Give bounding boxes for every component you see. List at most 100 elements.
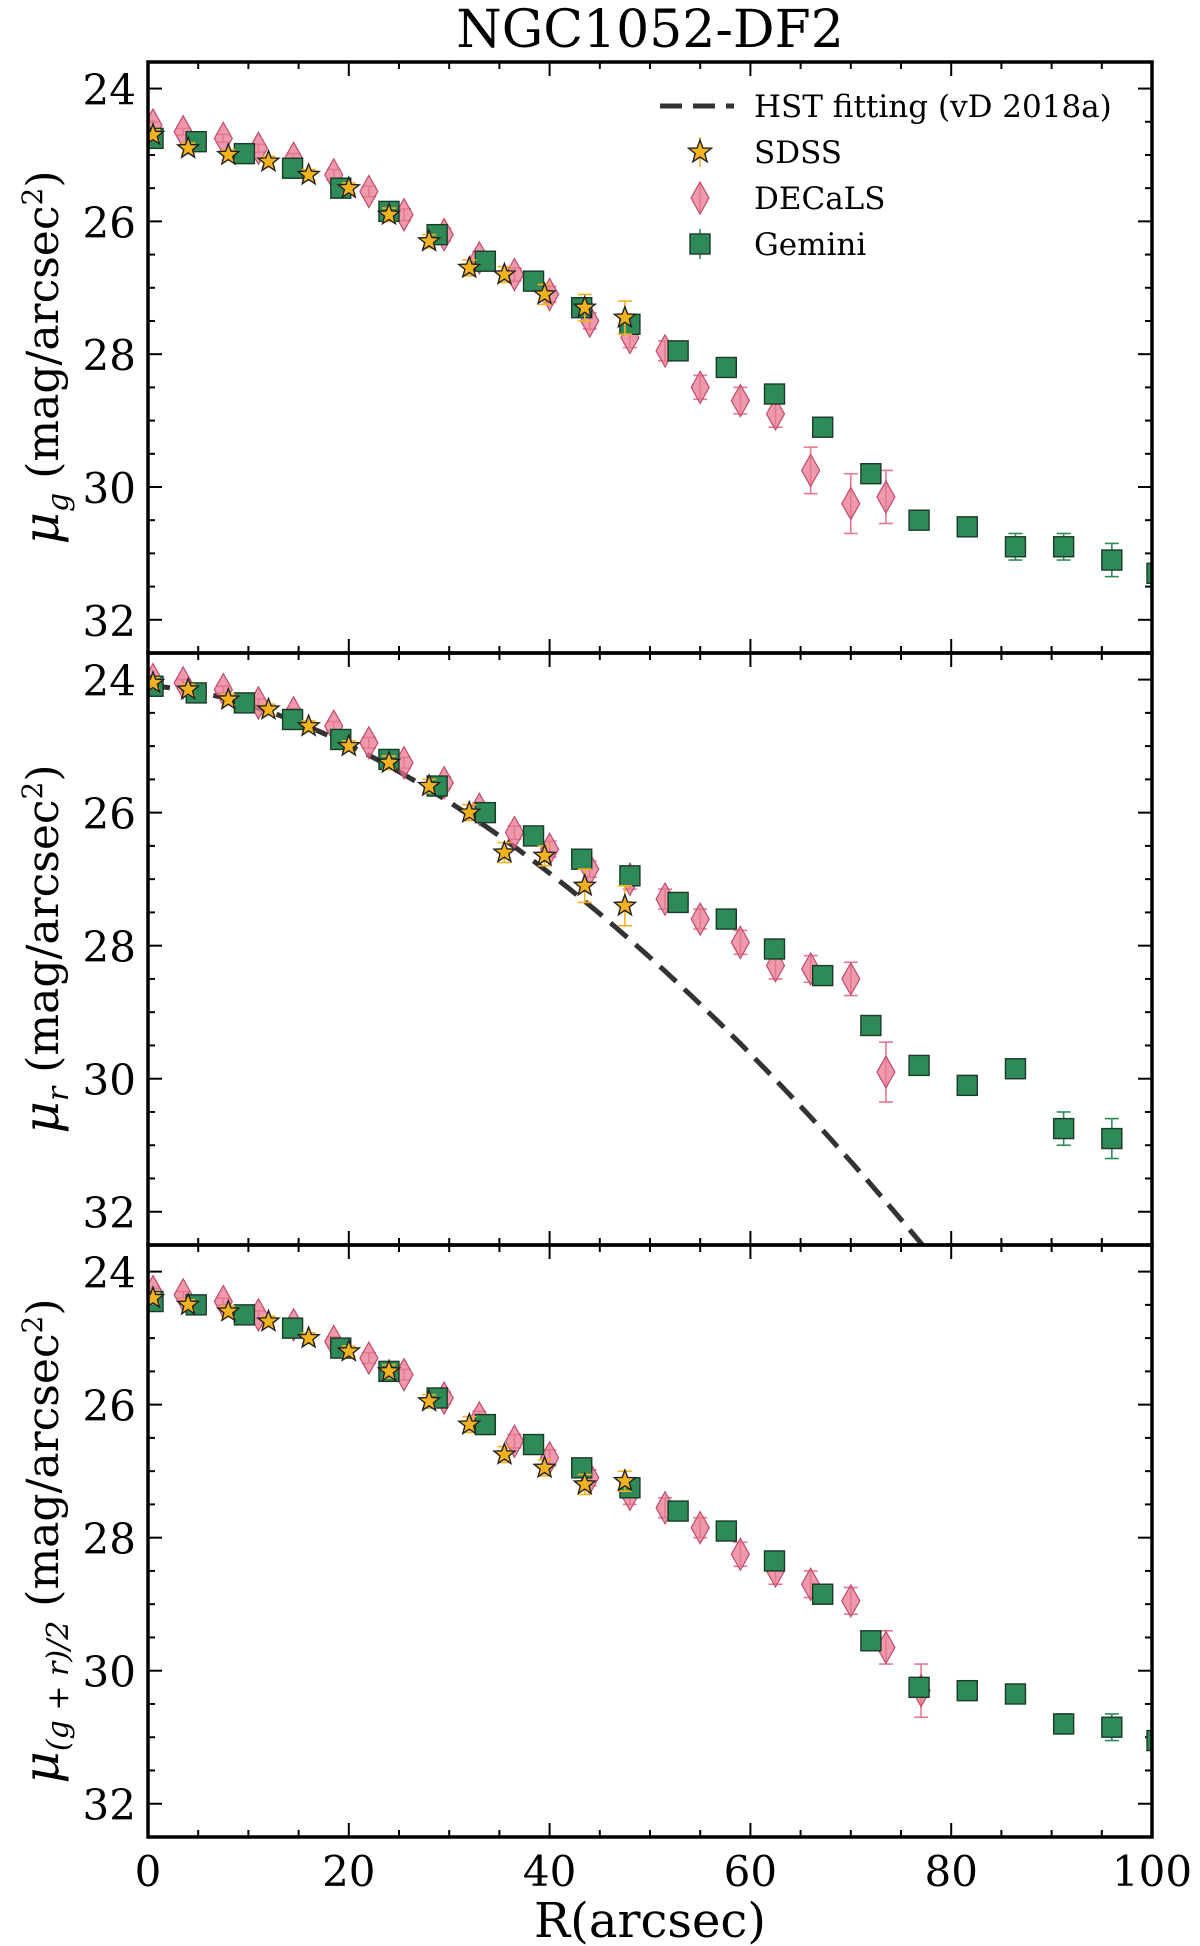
panel-r-band: 24 26 28 30 32 μr (mag/arcsec2) bbox=[12, 651, 1154, 1247]
gemini-point bbox=[233, 142, 256, 165]
y-label-sup: 2 bbox=[16, 782, 49, 800]
sdss-point bbox=[612, 1468, 638, 1492]
legend-label: SDSS bbox=[754, 135, 842, 171]
gemini-point bbox=[763, 1550, 786, 1572]
y-label-mu: μ bbox=[12, 1751, 70, 1784]
gemini-point bbox=[522, 270, 545, 292]
legend-label: HST fitting (vD 2018a) bbox=[754, 89, 1112, 125]
sdss-point bbox=[612, 892, 638, 917]
gemini-point bbox=[908, 1054, 930, 1077]
y-tick-label: 30 bbox=[83, 1648, 136, 1697]
y-label-sup: 2 bbox=[16, 1316, 49, 1334]
y-label-unit: (mag/arcsec bbox=[18, 206, 69, 493]
x-tick-label: 20 bbox=[322, 1847, 375, 1896]
sdss-point bbox=[215, 1298, 241, 1323]
sdss-point bbox=[456, 799, 482, 824]
y-tick-label: 24 bbox=[83, 1249, 136, 1298]
chart-title: NGC1052-DF2 bbox=[456, 0, 844, 60]
sdss-point bbox=[256, 1308, 281, 1333]
gemini-point bbox=[1052, 1117, 1075, 1140]
y-tick-label: 32 bbox=[83, 1781, 136, 1830]
legend-gemini-marker bbox=[689, 233, 711, 255]
gemini-point bbox=[522, 825, 545, 847]
decals-point bbox=[800, 453, 821, 488]
gemini-point bbox=[281, 708, 304, 731]
gemini-point bbox=[811, 964, 834, 987]
gemini-point bbox=[811, 416, 834, 438]
decals-point bbox=[690, 901, 710, 937]
gemini-point bbox=[908, 1676, 930, 1699]
sdss-point bbox=[148, 1285, 166, 1309]
decals-point bbox=[359, 725, 379, 761]
gemini-point bbox=[1004, 1058, 1027, 1080]
sdss-point bbox=[492, 1441, 517, 1466]
panel-g-band: 24 26 28 30 32 μg (mag/arcsec2) bbox=[12, 60, 1154, 655]
gemini-point bbox=[860, 463, 882, 485]
decals-point bbox=[876, 1054, 896, 1090]
gemini-point bbox=[811, 1583, 834, 1605]
gemini-point bbox=[1004, 536, 1027, 558]
sdss-point bbox=[148, 669, 166, 694]
legend-label: Gemini bbox=[754, 227, 866, 263]
sdss-point bbox=[296, 161, 321, 186]
panel-data bbox=[148, 107, 1152, 595]
gemini-point bbox=[956, 516, 978, 538]
sdss-point bbox=[456, 1411, 482, 1436]
y-tick-label: 28 bbox=[83, 1515, 136, 1564]
sdss-point bbox=[256, 148, 281, 173]
gemini-point bbox=[1052, 1713, 1075, 1735]
gemini-point bbox=[956, 1074, 978, 1097]
sdss-point bbox=[416, 772, 442, 797]
decals-point bbox=[730, 925, 751, 960]
decals-point bbox=[504, 1424, 525, 1459]
panel-frame bbox=[146, 1243, 1154, 1839]
x-axis-group: 0 20 40 60 80 100 bbox=[135, 1847, 1192, 1896]
y-tick-label: 28 bbox=[83, 923, 136, 972]
sdss-point bbox=[175, 676, 201, 701]
sdss-point bbox=[336, 175, 362, 199]
gemini-point bbox=[860, 1630, 882, 1652]
gemini-point bbox=[1146, 1729, 1152, 1752]
y-label-sub: g bbox=[41, 493, 76, 512]
y-tick-label: 32 bbox=[83, 597, 136, 646]
sdss-point bbox=[492, 839, 517, 863]
y-tick-label: 28 bbox=[83, 331, 136, 380]
gemini-point bbox=[763, 938, 786, 960]
decals-point bbox=[765, 396, 786, 432]
legend-label: DECaLS bbox=[754, 181, 886, 217]
decals-point bbox=[359, 1340, 379, 1376]
y-label-mu: μ bbox=[12, 512, 70, 545]
y-label-close: ) bbox=[18, 1298, 69, 1315]
gemini-point bbox=[1004, 1683, 1027, 1705]
sdss-point bbox=[572, 1471, 598, 1496]
gemini-point bbox=[281, 157, 304, 179]
gemini-point bbox=[956, 1679, 978, 1702]
sdss-point bbox=[216, 142, 241, 166]
gemini-point bbox=[1101, 1127, 1123, 1150]
gemini-point bbox=[667, 340, 689, 362]
decals-point bbox=[841, 961, 861, 997]
y-tick-label: 30 bbox=[83, 1056, 136, 1105]
sdss-point bbox=[416, 1388, 442, 1412]
y-tick-label: 32 bbox=[83, 1189, 136, 1238]
sdss-point bbox=[572, 294, 598, 319]
sdss-point bbox=[148, 121, 166, 146]
y-tick-label: 24 bbox=[83, 66, 136, 115]
sdss-point bbox=[572, 872, 598, 897]
sdss-point bbox=[336, 733, 362, 757]
gemini-point bbox=[1101, 1716, 1123, 1738]
gemini-point bbox=[233, 1304, 256, 1326]
y-tick-label: 26 bbox=[83, 1382, 136, 1431]
sdss-point bbox=[256, 696, 281, 720]
sdss-point bbox=[456, 254, 482, 279]
y-label-mu: μ bbox=[12, 1101, 70, 1134]
decals-point bbox=[690, 1510, 710, 1545]
y-axis-label: μ(g + r)/2 (mag/arcsec2) bbox=[12, 1298, 76, 1783]
y-label-sub: (g + r)/2 bbox=[41, 1621, 76, 1751]
sdss-point bbox=[532, 842, 557, 867]
gemini-point bbox=[522, 1433, 545, 1456]
gemini-point bbox=[1146, 562, 1152, 585]
gemini-point bbox=[715, 1520, 738, 1542]
y-tick-label: 26 bbox=[83, 790, 136, 839]
